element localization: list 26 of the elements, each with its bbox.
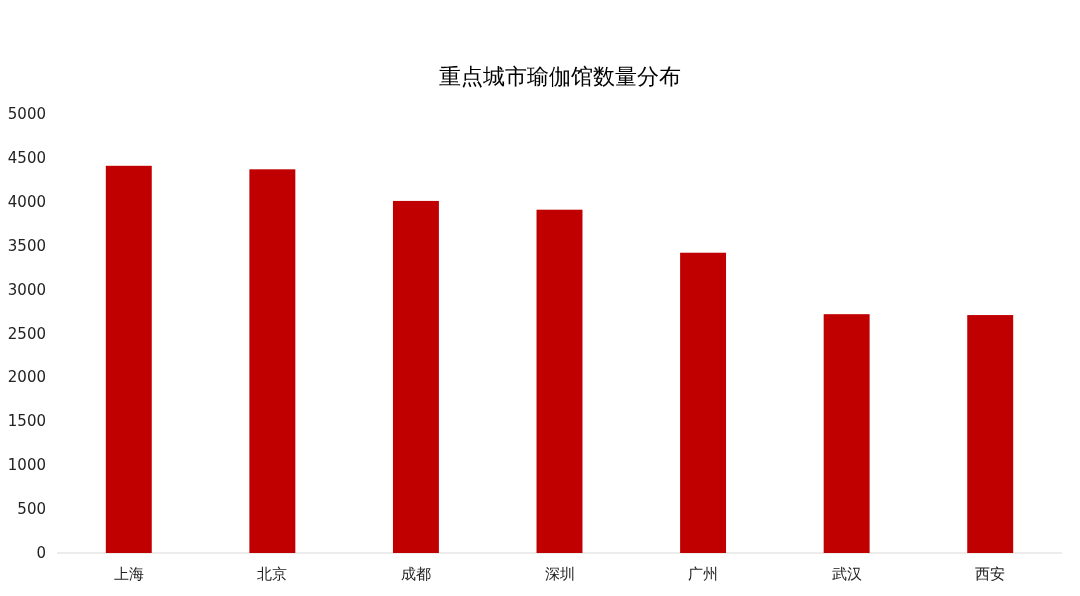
bar bbox=[392, 200, 439, 553]
bar bbox=[249, 169, 296, 553]
x-tick-label: 武汉 bbox=[831, 565, 862, 583]
y-tick-label: 500 bbox=[17, 500, 46, 519]
x-tick-label: 成都 bbox=[400, 565, 431, 583]
y-tick-label: 2000 bbox=[7, 368, 46, 387]
y-tick-label: 3000 bbox=[7, 280, 46, 299]
x-tick-label: 深圳 bbox=[544, 565, 575, 583]
y-tick-label: 1000 bbox=[7, 456, 46, 475]
x-tick-label: 西安 bbox=[975, 565, 1006, 583]
y-tick-label: 2500 bbox=[7, 324, 46, 343]
x-tick-label: 上海 bbox=[113, 565, 144, 583]
x-tick-label: 北京 bbox=[257, 565, 288, 583]
y-tick-label: 4500 bbox=[7, 148, 46, 167]
y-tick-label: 1500 bbox=[7, 412, 46, 431]
bar bbox=[680, 252, 727, 553]
y-tick-label: 4000 bbox=[7, 192, 46, 211]
chart-title: 重点城市瑜伽馆数量分布 bbox=[438, 64, 681, 89]
bar bbox=[105, 165, 152, 553]
y-tick-label: 3500 bbox=[7, 236, 46, 255]
bar bbox=[967, 315, 1014, 553]
x-tick-label: 广州 bbox=[688, 565, 719, 583]
bar bbox=[823, 314, 870, 553]
y-tick-label: 5000 bbox=[7, 105, 46, 123]
y-tick-label: 0 bbox=[36, 544, 46, 562]
bar bbox=[536, 209, 583, 553]
